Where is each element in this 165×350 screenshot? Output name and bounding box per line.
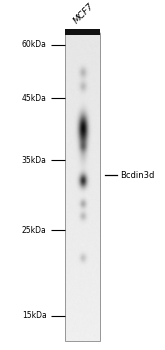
Text: 25kDa: 25kDa xyxy=(22,226,47,235)
Text: 35kDa: 35kDa xyxy=(22,156,47,164)
Text: 60kDa: 60kDa xyxy=(22,40,47,49)
Text: 45kDa: 45kDa xyxy=(22,94,47,103)
Bar xyxy=(65,29,100,35)
Text: MCF7: MCF7 xyxy=(72,1,96,25)
Text: Bcdin3d: Bcdin3d xyxy=(120,171,154,180)
Text: 15kDa: 15kDa xyxy=(22,312,47,320)
Bar xyxy=(65,33,100,341)
